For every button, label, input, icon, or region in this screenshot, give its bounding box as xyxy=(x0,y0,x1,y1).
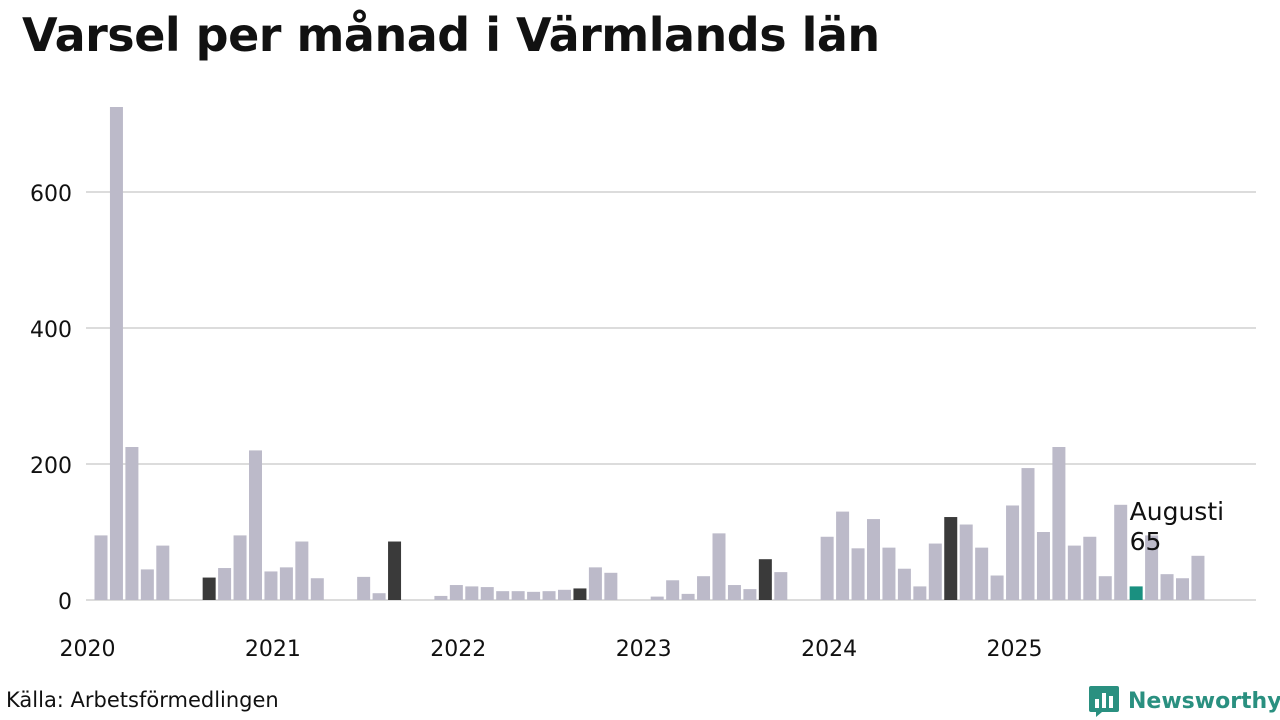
bar xyxy=(697,576,711,600)
bar xyxy=(990,575,1004,600)
bar xyxy=(897,568,911,600)
bar xyxy=(1145,535,1159,600)
bar xyxy=(1021,468,1035,600)
bar xyxy=(1191,555,1205,600)
bar xyxy=(264,571,278,600)
bar xyxy=(449,585,463,600)
bar xyxy=(959,524,973,600)
bar xyxy=(1006,505,1020,600)
bar xyxy=(542,591,556,600)
bar xyxy=(511,591,525,600)
bar xyxy=(1114,504,1128,600)
bar xyxy=(279,567,293,600)
bar xyxy=(588,567,602,600)
bar xyxy=(928,543,942,600)
bar xyxy=(233,535,247,600)
bar xyxy=(1067,545,1081,600)
bar xyxy=(727,585,741,600)
annotation-value-label: 65 xyxy=(1130,527,1162,556)
chart-title: Varsel per månad i Värmlands län xyxy=(22,8,880,62)
source-note: Källa: Arbetsförmedlingen xyxy=(6,688,279,712)
bar xyxy=(388,541,402,600)
annotation-month-label: Augusti xyxy=(1130,497,1224,526)
y-tick-label: 600 xyxy=(30,182,72,207)
bar xyxy=(836,511,850,600)
bar xyxy=(604,572,618,600)
chart-logo-icon xyxy=(1089,686,1119,717)
bar xyxy=(434,595,448,600)
bar xyxy=(573,588,587,600)
brand-name: Newsworthy xyxy=(1128,688,1280,714)
bar xyxy=(975,547,989,600)
bar xyxy=(1052,447,1066,600)
bar xyxy=(913,586,927,600)
bar xyxy=(140,569,154,600)
x-axis-tick-labels: 2020 2021 2022 2023 2024 2025 xyxy=(60,637,1043,662)
bar xyxy=(558,589,571,600)
bar xyxy=(1098,576,1112,600)
x-tick-label: 2021 xyxy=(245,637,301,662)
bar xyxy=(218,568,232,600)
bar xyxy=(94,535,108,600)
bar xyxy=(156,545,170,600)
bar xyxy=(202,577,216,600)
x-tick-label: 2020 xyxy=(60,637,116,662)
bar xyxy=(758,559,772,600)
bar xyxy=(357,576,371,600)
bar xyxy=(712,533,726,600)
x-tick-label: 2022 xyxy=(430,637,486,662)
brand-logo[interactable]: Newsworthy xyxy=(1088,684,1280,718)
bar xyxy=(882,547,896,600)
bar xyxy=(480,587,494,600)
bar xyxy=(496,591,510,600)
bar xyxy=(774,572,788,600)
x-tick-label: 2025 xyxy=(987,637,1043,662)
x-tick-label: 2023 xyxy=(616,637,672,662)
bar xyxy=(249,450,262,600)
bars xyxy=(94,107,1205,600)
bar xyxy=(465,586,479,600)
bar xyxy=(851,548,865,600)
bar xyxy=(1129,586,1143,600)
bar xyxy=(372,593,386,600)
bar xyxy=(666,580,680,600)
bar xyxy=(1160,574,1174,600)
y-tick-label: 400 xyxy=(30,318,72,343)
bar xyxy=(295,541,309,600)
bar xyxy=(310,578,324,600)
bar xyxy=(527,591,541,600)
y-tick-label: 0 xyxy=(58,590,72,615)
x-tick-label: 2024 xyxy=(801,637,857,662)
bar xyxy=(1176,578,1189,600)
bar xyxy=(743,589,757,600)
bar xyxy=(1083,536,1097,600)
bar xyxy=(1036,532,1050,600)
bar xyxy=(867,519,880,600)
y-tick-label: 200 xyxy=(30,454,72,479)
bar xyxy=(820,536,834,600)
y-axis-tick-labels: 0 200 400 600 xyxy=(30,182,72,615)
bar xyxy=(650,596,664,600)
bar xyxy=(944,517,958,600)
current-month-annotation: Augusti 65 xyxy=(1130,497,1224,556)
bar xyxy=(109,107,123,600)
bar xyxy=(125,447,139,600)
bar-chart: 0 200 400 600 2020 2021 2022 2023 2024 2025 Augu… xyxy=(30,107,1256,662)
bar xyxy=(681,593,695,600)
